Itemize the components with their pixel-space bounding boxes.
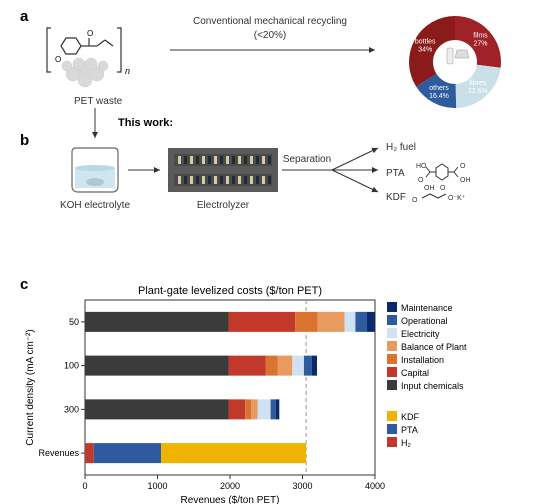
cost-seg-Installation <box>245 399 251 419</box>
cost-seg-Electricity <box>345 312 356 332</box>
pet-waste-label: PET waste <box>74 96 123 107</box>
y-tick: Revenues <box>38 448 79 458</box>
svg-text:O: O <box>55 55 61 64</box>
cost-seg-Installation <box>295 312 317 332</box>
svg-text:O: O <box>412 197 418 204</box>
this-work-label: This work: <box>118 117 173 129</box>
legend-label: Capital <box>401 368 429 378</box>
legend-swatch <box>387 411 397 421</box>
x-tick: 2000 <box>220 481 240 491</box>
x-tick: 4000 <box>365 481 385 491</box>
cost-seg-Electricity <box>258 399 271 419</box>
h2-label: H₂ fuel <box>386 142 416 153</box>
separation-label: Separation <box>283 154 331 165</box>
donut-pct: 34% <box>418 47 432 54</box>
donut-pct: 16.4% <box>429 93 449 100</box>
legend-label: Balance of Plant <box>401 342 467 352</box>
donut-chart: films27% fibres22.6% others16.4% bottles34% <box>409 16 501 108</box>
cost-seg-Installation <box>266 356 278 376</box>
legend-label: Maintenance <box>401 303 453 313</box>
svg-text:n: n <box>125 66 130 76</box>
legend-swatch <box>387 315 397 325</box>
svg-text:O: O <box>87 29 93 38</box>
cost-seg-Input chemicals <box>85 312 229 332</box>
legend-swatch <box>387 424 397 434</box>
cost-seg-Capital <box>229 399 246 419</box>
donut-label: bottles <box>415 39 436 46</box>
panel-b: KOH electrolyte Electrolyzer Separation … <box>60 142 471 211</box>
legend-label: Operational <box>401 316 448 326</box>
panel-c-chart: Plant-gate levelized costs ($/ton PET) 0 1… <box>25 285 467 504</box>
figure: a b c n <box>0 0 559 504</box>
conventional-recycling-pct: (<20%) <box>254 30 287 41</box>
cost-seg-Balance of Plant <box>318 312 345 332</box>
revenue-seg-H₂ <box>85 443 94 463</box>
revenue-seg-PTA <box>94 443 161 463</box>
cost-seg-Capital <box>229 312 296 332</box>
legend-label: KDF <box>401 412 420 422</box>
y-axis-label: Current density (mA cm⁻²) <box>25 329 36 445</box>
legend-label: H₂ <box>401 438 411 448</box>
svg-text:O: O <box>418 177 424 184</box>
beaker-icon <box>72 148 118 192</box>
koh-label: KOH electrolyte <box>60 200 130 211</box>
electrolyzer-icon <box>168 148 278 192</box>
legend-swatch <box>387 437 397 447</box>
y-tick: 50 <box>69 317 79 327</box>
legend-swatch <box>387 302 397 312</box>
legend-label: Installation <box>401 355 444 365</box>
legend-label: Input chemicals <box>401 381 464 391</box>
x-tick: 0 <box>82 481 87 491</box>
svg-text:OH: OH <box>460 177 471 184</box>
chart-title: Plant-gate levelized costs ($/ton PET) <box>138 285 322 297</box>
cost-seg-Input chemicals <box>85 356 229 376</box>
legend-swatch <box>387 328 397 338</box>
revenue-seg-KDF <box>161 443 306 463</box>
legend-label: Electricity <box>401 329 440 339</box>
electrolyzer-label: Electrolyzer <box>197 200 250 211</box>
cost-seg-Maintenance <box>276 399 280 419</box>
legend-swatch <box>387 380 397 390</box>
donut-label: films <box>473 33 488 40</box>
cost-seg-Capital <box>229 356 266 376</box>
y-tick: 100 <box>64 361 79 371</box>
cost-seg-Balance of Plant <box>278 356 293 376</box>
cost-seg-Maintenance <box>367 312 375 332</box>
kdf-label: KDF <box>386 192 406 203</box>
cost-seg-Maintenance <box>312 356 317 376</box>
legend-swatch <box>387 354 397 364</box>
pta-label: PTA <box>386 168 405 179</box>
panel-a: n O O PET waste Conventional mechanical … <box>47 16 501 138</box>
donut-label: fibres <box>469 80 487 87</box>
svg-text:O⁻K⁺: O⁻K⁺ <box>448 195 466 202</box>
conventional-recycling-label: Conventional mechanical recycling <box>193 16 347 27</box>
x-axis-label: Revenues ($/ton PET) <box>181 495 280 504</box>
svg-text:O: O <box>440 185 446 192</box>
cost-seg-Operational <box>355 312 367 332</box>
legend-label: PTA <box>401 425 418 435</box>
cost-seg-Operational <box>304 356 312 376</box>
legend-swatch <box>387 341 397 351</box>
pet-molecule-icon: n O O <box>47 28 130 87</box>
figure-svg: n O O PET waste Conventional mechanical … <box>0 0 559 504</box>
donut-pct: 22.6% <box>468 88 488 95</box>
x-tick: 3000 <box>292 481 312 491</box>
donut-pct: 27% <box>473 41 487 48</box>
svg-text:O: O <box>460 163 466 170</box>
pta-structure-icon: HO O O OH <box>416 163 471 184</box>
cost-seg-Operational <box>271 399 276 419</box>
cost-seg-Balance of Plant <box>251 399 258 419</box>
donut-label: others <box>429 85 449 92</box>
legend-swatch <box>387 367 397 377</box>
y-tick: 300 <box>64 404 79 414</box>
x-tick: 1000 <box>147 481 167 491</box>
cost-seg-Input chemicals <box>85 399 229 419</box>
kdf-structure-icon: O OH O O⁻K⁺ <box>412 185 466 204</box>
svg-text:OH: OH <box>424 185 435 192</box>
cost-seg-Electricity <box>292 356 304 376</box>
svg-text:HO: HO <box>416 163 427 170</box>
